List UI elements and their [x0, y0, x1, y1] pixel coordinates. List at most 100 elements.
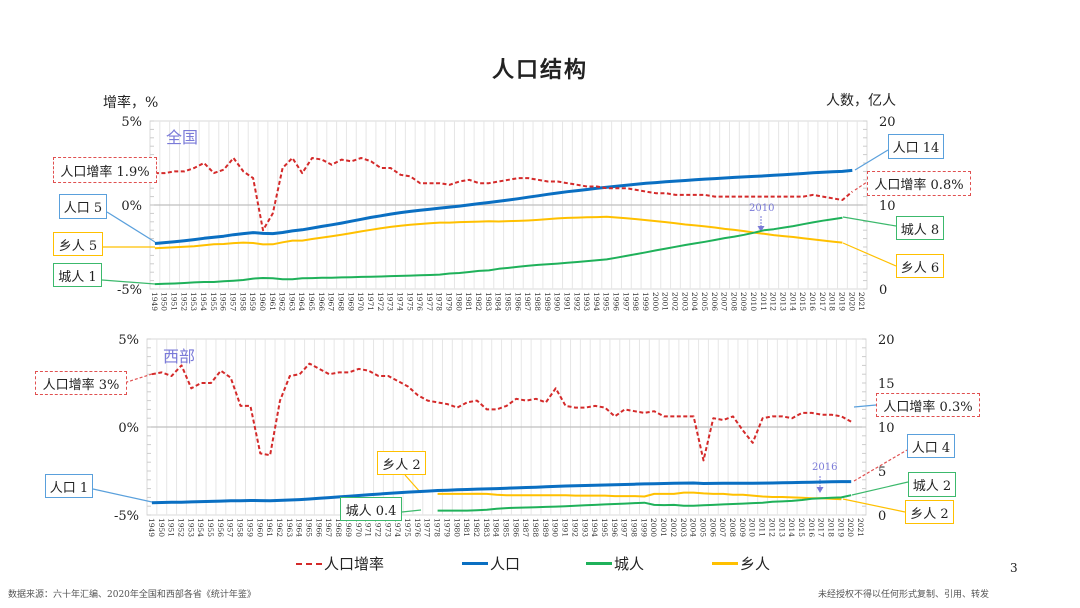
- x-tick-label: 1977: [425, 292, 434, 311]
- series-line-growth: [154, 157, 853, 232]
- callout-leader-line: [404, 474, 422, 494]
- x-tick-label: 1979: [445, 292, 454, 311]
- x-tick-label: 1973: [386, 292, 395, 311]
- x-tick-label: 1965: [307, 292, 316, 311]
- x-tick-label: 1995: [600, 518, 609, 537]
- y-right-tick-label: 0: [878, 509, 886, 524]
- x-tick-label: 1985: [502, 518, 511, 537]
- x-tick-label: 1954: [199, 292, 208, 311]
- callout-urban-start-national: 城人 1: [53, 263, 102, 287]
- x-tick-label: 1972: [376, 292, 385, 311]
- x-tick-label: 1959: [245, 518, 254, 537]
- x-tick-label: 1950: [160, 292, 169, 311]
- x-tick-label: 2003: [680, 292, 689, 311]
- x-tick-label: 1986: [513, 292, 522, 311]
- x-tick-label: 1975: [405, 292, 414, 311]
- x-tick-label: 2000: [649, 518, 658, 537]
- x-tick-label: 1996: [612, 292, 621, 311]
- callout-urban-end-national: 城人 8: [896, 216, 944, 240]
- x-tick-label: 1988: [531, 518, 540, 537]
- x-tick-label: 1974: [393, 518, 402, 537]
- y-right-tick-label: 20: [878, 333, 895, 348]
- x-tick-label: 1976: [415, 292, 424, 311]
- legend: 人口增率 人口 城人 乡人: [0, 553, 1080, 575]
- x-tick-label: 1952: [179, 292, 188, 311]
- x-tick-label: 1974: [395, 292, 404, 311]
- x-tick-label: 2010: [748, 518, 757, 537]
- x-tick-label: 1992: [570, 518, 579, 537]
- x-tick-label: 1962: [275, 518, 284, 537]
- x-tick-label: 1970: [356, 292, 365, 311]
- x-tick-label: 1994: [590, 518, 599, 537]
- callout-rural-start-west: 乡人 2: [377, 451, 426, 475]
- y-left-tick-label: -5%: [114, 509, 139, 524]
- x-tick-label: 1961: [265, 518, 274, 537]
- series-line-urban: [154, 216, 843, 286]
- x-tick-label: 1952: [176, 518, 185, 537]
- x-tick-label: 1978: [433, 518, 442, 537]
- callout-population-start-national: 人口 5: [59, 194, 107, 219]
- x-tick-label: 2016: [808, 292, 817, 311]
- x-tick-label: 1987: [523, 292, 532, 311]
- x-tick-label: 1980: [454, 292, 463, 311]
- callout-leader-line: [92, 488, 153, 503]
- callout-leader-line: [842, 242, 897, 267]
- x-tick-label: 1967: [324, 518, 333, 537]
- callout-leader-line: [853, 404, 877, 408]
- callout-leader-line: [401, 509, 422, 513]
- callout-leader-line: [853, 449, 908, 482]
- x-tick-label: 1996: [610, 518, 619, 537]
- x-tick-label: 2008: [728, 518, 737, 537]
- x-tick-label: 1972: [373, 518, 382, 537]
- x-tick-label: 1959: [248, 292, 257, 311]
- y-left-tick-label: 5%: [118, 333, 139, 348]
- callout-leader-line: [854, 181, 868, 191]
- series-line-population: [154, 168, 853, 245]
- y-right-tick-label: 10: [878, 421, 895, 436]
- x-tick-label: 1982: [474, 292, 483, 311]
- x-tick-label: 1953: [189, 292, 198, 311]
- x-tick-label: 2012: [769, 292, 778, 311]
- series-line-population: [151, 480, 852, 505]
- x-tick-label: 2012: [767, 518, 776, 537]
- x-tick-label: 2015: [797, 518, 806, 537]
- x-tick-label: 2005: [700, 292, 709, 311]
- callout-urban-start-west: 城人 0.4: [340, 497, 402, 521]
- y-right-tick-label: 5: [878, 465, 886, 480]
- x-tick-label: 1961: [268, 292, 277, 311]
- x-tick-label: 1994: [592, 292, 601, 311]
- page-title: 人口结构: [491, 57, 588, 83]
- x-tick-label: 2004: [690, 292, 699, 311]
- callout-rural-end-national: 乡人 6: [896, 254, 944, 278]
- x-tick-label: 1999: [639, 518, 648, 537]
- x-tick-label: 1960: [255, 518, 264, 537]
- x-tick-label: 1969: [344, 518, 353, 537]
- x-tick-label: 1978: [435, 292, 444, 311]
- series-line-urban: [437, 494, 852, 512]
- x-tick-label: 2001: [659, 518, 668, 537]
- right-axis-title: 人数，亿人: [826, 93, 896, 109]
- x-tick-label: 2009: [739, 292, 748, 311]
- y-right-tick-label: 15: [878, 377, 895, 392]
- x-tick-label: 1963: [287, 292, 296, 311]
- x-tick-label: 2015: [798, 292, 807, 311]
- y-left-tick-label: -5%: [117, 283, 142, 298]
- x-tick-label: 1988: [533, 292, 542, 311]
- x-tick-label: 1982: [472, 518, 481, 537]
- x-tick-label: 2013: [777, 518, 786, 537]
- x-tick-label: 1969: [346, 292, 355, 311]
- callout-rural-start-national: 乡人 5: [53, 232, 103, 256]
- x-tick-label: 1991: [562, 292, 571, 311]
- legend-item-growth: 人口增率: [296, 553, 384, 574]
- x-tick-label: 2009: [738, 518, 747, 537]
- callout-population-start-west: 人口 1: [45, 474, 93, 498]
- chart-national: -5% 0% 5% 0 10 20 1949 1950 1951 1952 1953 1954 1955…: [101, 115, 897, 311]
- x-tick-label: 1990: [553, 292, 562, 311]
- x-tick-label: 2016: [807, 518, 816, 537]
- annotation-arrowhead: [816, 487, 824, 493]
- y-left-tick-label: 5%: [121, 115, 142, 130]
- x-tick-label: 1957: [226, 518, 235, 537]
- x-tick-label: 2014: [787, 518, 796, 537]
- x-tick-label: 1986: [511, 518, 520, 537]
- series-line-growth: [151, 362, 852, 462]
